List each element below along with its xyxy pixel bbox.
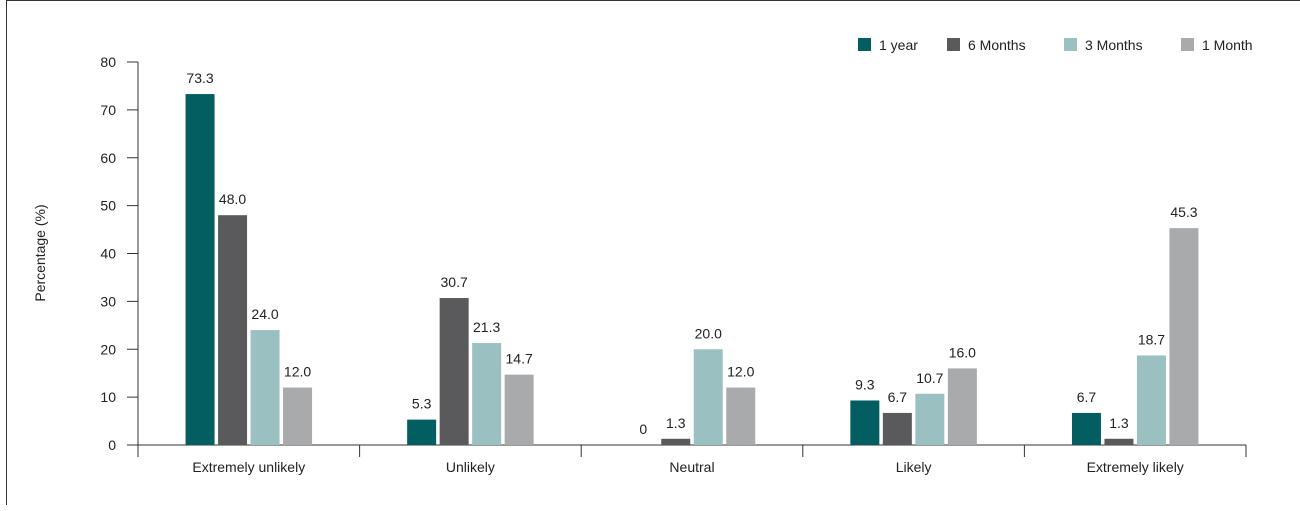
y-tick-label: 60 <box>100 150 116 166</box>
bar <box>218 215 248 445</box>
data-label: 10.7 <box>916 370 943 386</box>
data-label: 0 <box>639 421 647 437</box>
bar <box>1136 355 1166 445</box>
bar <box>726 387 756 445</box>
chart-frame: 0 10 20 30 40 50 60 70 80 Extremely unlikely Unlik… <box>6 0 1300 505</box>
bar <box>407 419 437 445</box>
data-label: 16.0 <box>949 344 976 360</box>
bar <box>661 438 691 445</box>
legend-label: 6 Months <box>968 37 1026 53</box>
y-tick-label: 20 <box>100 341 116 357</box>
y-tick-label: 0 <box>108 437 116 453</box>
data-label: 21.3 <box>473 319 500 335</box>
legend-swatch <box>947 38 960 51</box>
data-label: 6.7 <box>1077 389 1097 405</box>
y-tick-label: 40 <box>100 246 116 262</box>
data-label: 24.0 <box>251 306 278 322</box>
legend-swatch <box>1064 38 1077 51</box>
bar <box>882 412 912 445</box>
data-label: 45.3 <box>1170 204 1197 220</box>
bars: 73.3 48.0 24.0 12.0 5.3 30.7 21.3 14.7 0 1.3 20.0 1… <box>185 70 1199 446</box>
bar <box>947 368 977 445</box>
data-label: 18.7 <box>1138 331 1165 347</box>
bar <box>915 393 945 445</box>
bar <box>1071 412 1101 445</box>
data-label: 73.3 <box>186 70 213 86</box>
bar <box>504 374 534 445</box>
bar <box>283 387 313 445</box>
bar <box>185 94 215 446</box>
legend: 1 year 6 Months 3 Months 1 Month <box>858 37 1253 53</box>
legend-label: 1 Month <box>1202 37 1253 53</box>
bar-chart: 0 10 20 30 40 50 60 70 80 Extremely unlikely Unlik… <box>32 37 1253 475</box>
bar <box>250 330 280 445</box>
y-tick-label: 70 <box>100 102 116 118</box>
y-tick-label: 10 <box>100 389 116 405</box>
bar <box>1169 228 1199 445</box>
bar <box>1104 438 1134 445</box>
y-tick-label: 30 <box>100 293 116 309</box>
data-label: 12.0 <box>727 364 754 380</box>
data-label: 6.7 <box>888 389 908 405</box>
data-label: 30.7 <box>441 274 468 290</box>
bar <box>472 343 502 445</box>
data-label: 1.3 <box>666 415 686 431</box>
y-tick-label: 50 <box>100 198 116 214</box>
legend-label: 1 year <box>879 37 918 53</box>
data-label: 9.3 <box>855 376 875 392</box>
data-label: 5.3 <box>412 396 432 412</box>
x-tick-label: Neutral <box>669 459 714 475</box>
y-tick-label: 80 <box>100 54 116 70</box>
legend-label: 3 Months <box>1085 37 1143 53</box>
x-tick-label: Extremely likely <box>1087 459 1184 475</box>
data-label: 14.7 <box>506 351 533 367</box>
data-label: 20.0 <box>695 325 722 341</box>
data-label: 12.0 <box>284 364 311 380</box>
x-tick-label: Extremely unlikely <box>192 459 305 475</box>
axes: 0 10 20 30 40 50 60 70 80 Extremely unlikely Unlik… <box>100 54 1247 475</box>
data-label: 1.3 <box>1109 415 1129 431</box>
x-tick-label: Likely <box>896 459 932 475</box>
bar <box>439 298 469 445</box>
bar <box>850 400 880 445</box>
x-tick-label: Unlikely <box>446 459 495 475</box>
y-axis-label: Percentage (%) <box>32 204 48 301</box>
data-label: 48.0 <box>219 191 246 207</box>
legend-swatch <box>858 38 871 51</box>
legend-swatch <box>1181 38 1194 51</box>
bar <box>693 349 723 445</box>
